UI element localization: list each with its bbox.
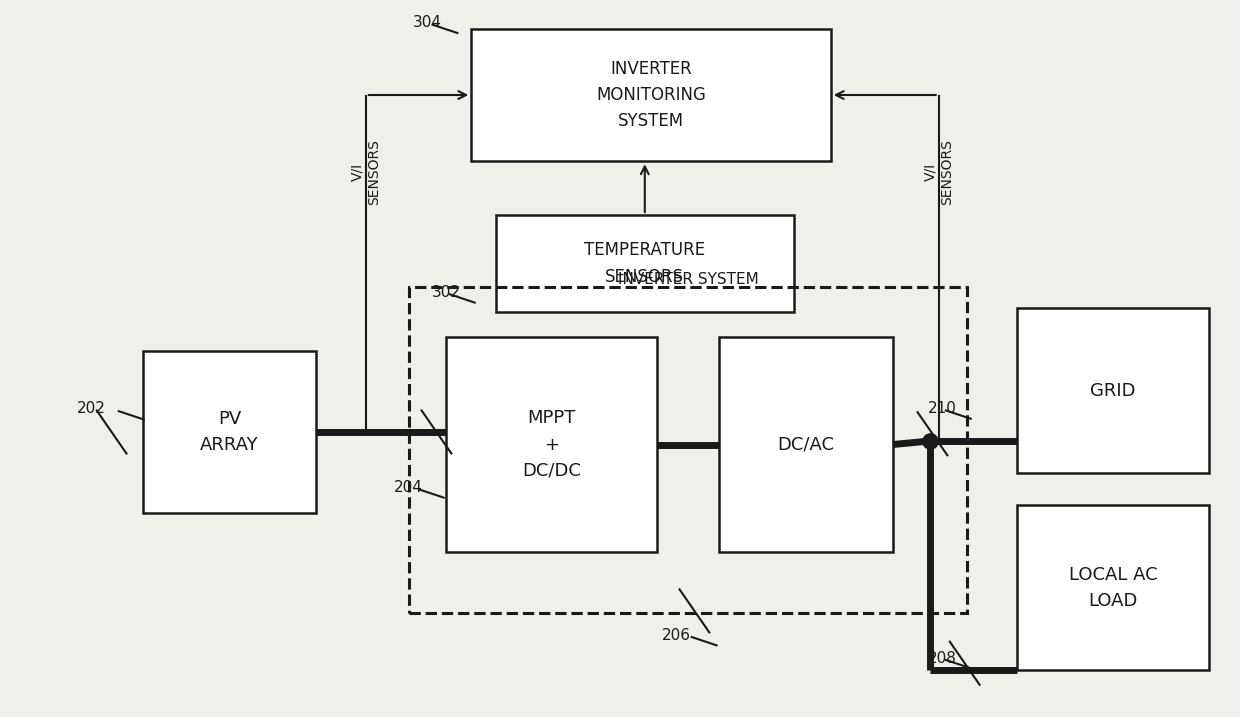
Bar (496, 215, 794, 312)
Text: INVERTER SYSTEM: INVERTER SYSTEM (618, 272, 759, 288)
Text: PV
ARRAY: PV ARRAY (200, 410, 259, 454)
Text: 302: 302 (432, 285, 460, 300)
Text: 304: 304 (413, 16, 441, 30)
Text: MPPT
+
DC/DC: MPPT + DC/DC (522, 409, 582, 480)
Text: 202: 202 (77, 402, 105, 416)
Text: 206: 206 (662, 629, 691, 643)
Text: 204: 204 (394, 480, 423, 495)
Bar (719, 337, 893, 552)
Bar (446, 337, 657, 552)
Bar (1017, 308, 1209, 473)
Bar (1017, 505, 1209, 670)
Text: 208: 208 (928, 651, 956, 665)
Text: V/I
SENSORS: V/I SENSORS (351, 139, 381, 205)
Text: DC/AC: DC/AC (777, 435, 835, 454)
Bar (471, 29, 831, 161)
Bar (143, 351, 316, 513)
Bar (409, 287, 967, 613)
Text: 210: 210 (928, 402, 956, 416)
Text: LOCAL AC
LOAD: LOCAL AC LOAD (1069, 566, 1157, 610)
Text: TEMPERATURE
SENSORS: TEMPERATURE SENSORS (584, 242, 706, 285)
Text: INVERTER
MONITORING
SYSTEM: INVERTER MONITORING SYSTEM (596, 60, 706, 130)
Text: GRID: GRID (1090, 381, 1136, 400)
Text: V/I
SENSORS: V/I SENSORS (924, 139, 954, 205)
